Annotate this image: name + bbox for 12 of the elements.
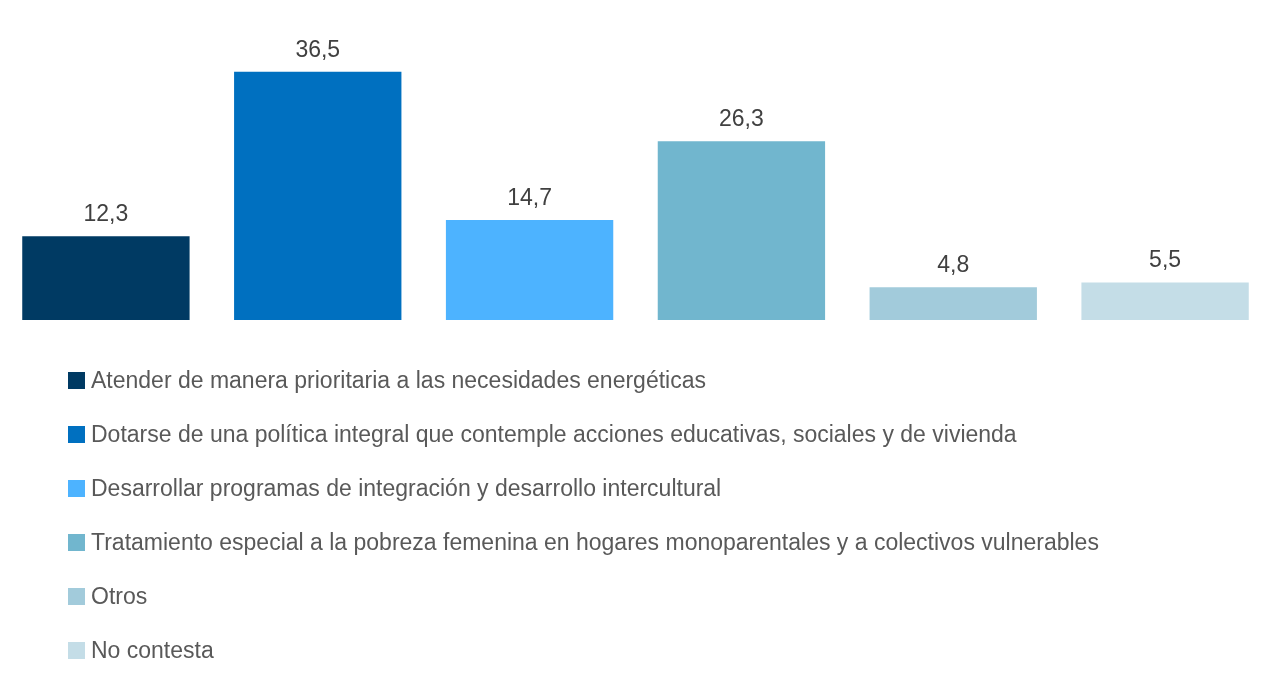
data-label: 36,5 xyxy=(295,35,341,62)
legend-label: Tratamiento especial a la pobreza femenina en hogares monoparentales y a colectivos vulnerables xyxy=(91,529,1099,555)
data-label: 4,8 xyxy=(937,251,970,278)
legend-label: Otros xyxy=(91,583,148,609)
legend-label: Dotarse de una política integral que contemple acciones educativas, sociales y de vivienda xyxy=(91,421,1017,447)
legend-label: Atender de manera prioritaria a las necesidades energéticas xyxy=(91,367,706,393)
legend-label: Desarrollar programas de integración y desarrollo intercultural xyxy=(91,475,722,501)
data-label: 14,7 xyxy=(507,183,552,210)
data-label: 5,5 xyxy=(1149,246,1182,273)
data-label: 12,3 xyxy=(83,200,129,227)
data-label: 26,3 xyxy=(719,105,764,131)
legend-label: No contesta xyxy=(91,637,214,663)
